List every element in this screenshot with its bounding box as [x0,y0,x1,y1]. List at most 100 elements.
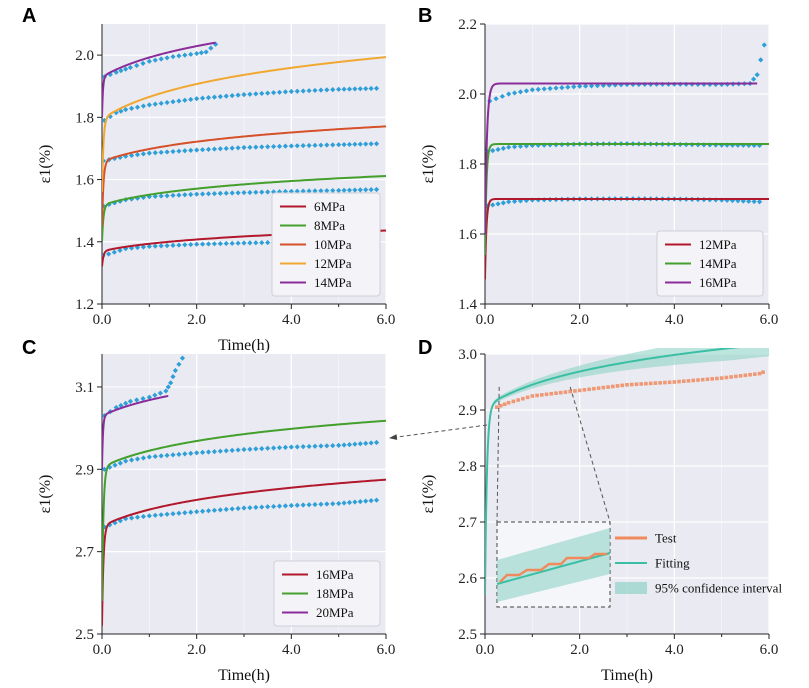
ytick-label-a: 1.2 [75,297,94,313]
test-point [352,441,358,447]
test-point [667,380,672,385]
test-point [229,240,235,246]
test-point [601,385,606,390]
legend-box-c [273,560,381,627]
test-point [134,397,140,403]
test-point [705,377,710,382]
test-point [270,143,277,150]
test-point [241,505,247,511]
test-point [170,192,176,199]
test-point [282,143,289,149]
test-point [247,505,253,511]
test-point [544,392,549,397]
legend-label: 14MPa [314,275,352,290]
test-point [493,96,499,102]
test-point [107,522,113,528]
xtick-label-c: 6.0 [377,642,396,658]
test-point [194,147,200,153]
test-point [247,240,253,246]
test-point [223,448,229,454]
test-point [330,142,336,148]
legend-a: 6MPa 8MPa 10MPa 12MPa 14MPa [271,192,381,297]
panel-b: 1.4 1.6 1.8 2.0 2.2 0.0 2.0 4.0 6.0 ε1(%) 12MPa 14M… [420,17,778,328]
test-point [182,242,188,248]
test-point [164,511,170,517]
test-point [265,144,271,150]
legend-label: 95% confidence interval [655,581,782,596]
test-point [696,378,700,382]
test-point [217,448,223,454]
test-point [106,251,112,257]
test-point [199,191,206,197]
test-point [324,87,330,93]
ytick-label-c: 2.9 [75,462,94,478]
test-point [357,141,363,147]
legend-swatch [615,582,647,594]
fit-line-14mpa [485,143,769,256]
test-point [300,143,306,149]
test-point [751,76,757,82]
test-point [112,520,118,526]
test-point [117,460,123,466]
test-point [346,499,353,506]
test-point [164,149,170,155]
test-point [306,502,312,508]
test-point [265,90,271,96]
test-point [170,54,176,60]
test-point [757,371,762,376]
xtick-label-a: 6.0 [377,312,396,328]
test-point [748,372,752,377]
test-point [241,190,247,196]
test-point [306,142,312,149]
test-point [324,142,330,148]
test-point [102,466,107,472]
test-point [152,150,158,156]
test-point [164,55,170,61]
test-point [312,188,318,194]
test-point [158,512,164,518]
test-point [134,104,141,110]
test-point [352,141,358,147]
test-point [294,502,300,508]
test-point [259,446,265,452]
test-point [330,501,336,507]
test-point [123,400,129,407]
test-point [247,91,253,97]
plot-layer-c [102,355,387,626]
test-point [330,187,336,194]
test-point [128,515,135,521]
test-point [128,152,135,159]
test-point [188,241,194,248]
test-point [270,503,277,510]
test-point [146,454,152,460]
legend-label: 18MPa [316,586,354,601]
test-point [521,396,525,401]
test-point [211,94,218,100]
test-point [223,93,229,99]
test-point [341,442,347,448]
test-point [306,443,312,450]
test-point [318,87,324,93]
legend-label: 8MPa [314,218,345,233]
test-point [134,456,141,462]
test-point [336,442,342,449]
test-point [672,380,677,384]
test-point [700,377,705,382]
test-point [229,190,235,196]
test-point [146,243,152,250]
test-point [157,390,163,396]
test-point [629,382,634,387]
test-point [211,146,218,152]
test-point [128,105,135,111]
test-point [282,444,289,450]
legend-label: 14MPa [699,256,737,271]
test-point [235,505,241,512]
test-point [211,190,218,197]
test-point [199,508,206,514]
test-point [495,405,499,409]
test-point [558,390,563,395]
test-point [164,243,170,249]
test-point [324,188,330,194]
test-point [235,190,241,196]
